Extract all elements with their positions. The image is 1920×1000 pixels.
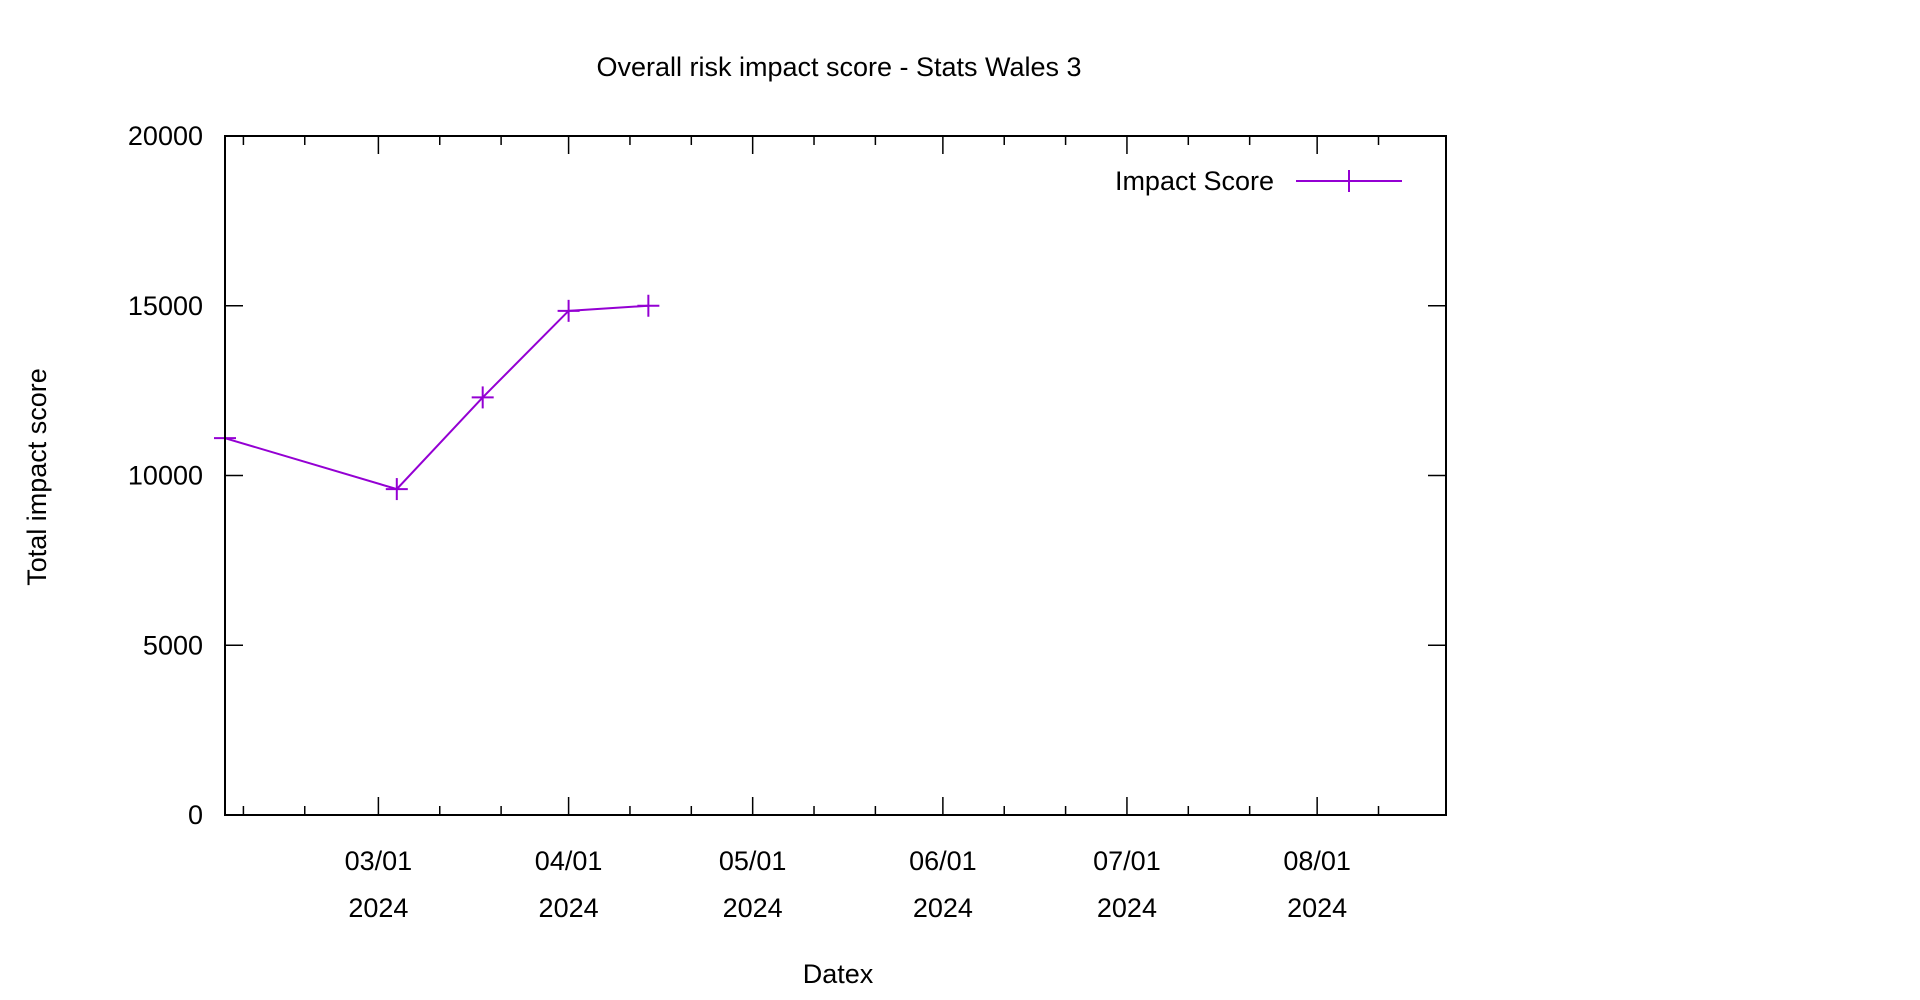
y-axis-label: Total impact score: [22, 368, 52, 586]
x-tick-label-year: 2024: [1287, 893, 1347, 923]
y-tick-label: 5000: [143, 630, 203, 660]
data-point: [557, 299, 580, 322]
tick-labels: 0 5000 10000 15000 20000 03/01 2024 04/01 2024 05…: [128, 121, 1351, 923]
y-tick-label: 15000: [128, 291, 203, 321]
plot-frame: [224, 135, 1447, 816]
x-tick-label-year: 2024: [913, 893, 973, 923]
x-tick-label-year: 2024: [539, 893, 599, 923]
x-axis-label: Datex: [803, 959, 874, 989]
x-tick-label-date: 03/01: [345, 846, 413, 876]
data-point: [637, 294, 660, 317]
legend-marker: [1338, 170, 1360, 192]
x-tick-label-date: 08/01: [1283, 846, 1351, 876]
y-tick-label: 0: [188, 800, 203, 830]
y-tick-label: 20000: [128, 121, 203, 151]
x-tick-label-date: 06/01: [909, 846, 977, 876]
axis-ticks: [225, 135, 1446, 816]
x-tick-label-year: 2024: [348, 893, 408, 923]
y-tick-label: 10000: [128, 461, 203, 491]
x-tick-label-year: 2024: [723, 893, 783, 923]
x-tick-label-date: 04/01: [535, 846, 603, 876]
x-tick-label-date: 05/01: [719, 846, 787, 876]
data-point: [385, 478, 408, 501]
x-tick-label-date: 07/01: [1093, 846, 1161, 876]
chart-title: Overall risk impact score - Stats Wales …: [596, 52, 1081, 82]
data-point: [471, 386, 494, 409]
legend: Impact Score: [1115, 166, 1402, 196]
legend-label: Impact Score: [1115, 166, 1274, 196]
series-layer: [214, 294, 660, 501]
x-tick-label-year: 2024: [1097, 893, 1157, 923]
series-line: [224, 304, 649, 491]
